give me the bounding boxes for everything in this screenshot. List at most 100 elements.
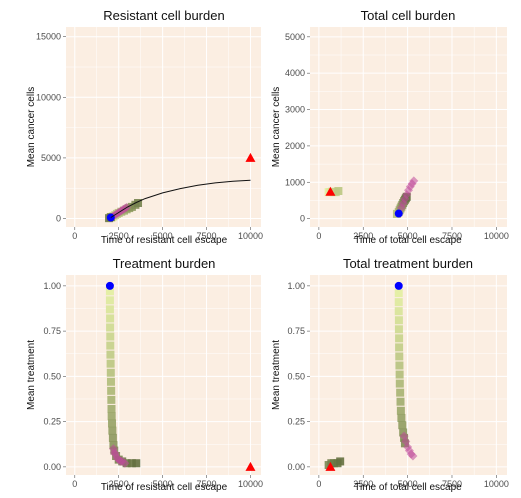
data-point-diamond <box>408 451 418 461</box>
data-point-square <box>395 343 404 352</box>
data-point-square <box>394 325 403 334</box>
data-point-square <box>395 370 404 379</box>
data-point-square <box>394 289 403 298</box>
data-point-square <box>106 323 115 332</box>
y-tick-label: 10000 <box>36 92 61 102</box>
data-point-square <box>107 404 116 413</box>
x-tick-label: 5000 <box>153 231 173 241</box>
data-point-circle <box>394 209 403 218</box>
data-point-square <box>106 368 115 377</box>
y-tick-label: 0.00 <box>287 462 305 472</box>
panel-title: Resistant cell burden <box>103 8 224 23</box>
y-tick-label: 2000 <box>285 141 305 151</box>
data-layer <box>324 176 419 218</box>
data-point-square <box>107 412 116 421</box>
data-point-square <box>107 386 116 395</box>
data-point-square <box>395 334 404 343</box>
y-tick-label: 0.50 <box>43 371 61 381</box>
chart-panel-3: 0 2500 5000 7500 10000 0.00 0.25 0.50 0.75 1.00 Tr… <box>26 256 263 493</box>
data-point-square <box>108 426 117 435</box>
chart-panel-1: 0 2500 5000 7500 10000 0 5000 10000 15000 Resista… <box>26 8 263 246</box>
data-point-circle <box>394 281 403 290</box>
data-point-square <box>394 298 403 307</box>
data-point-square <box>106 332 115 341</box>
data-point-square <box>105 305 114 314</box>
y-tick-label: 0 <box>300 214 305 224</box>
y-tick-label: 1000 <box>285 177 305 187</box>
data-point-square <box>399 428 408 437</box>
x-tick-label: 0 <box>72 479 77 489</box>
data-point-diamond <box>120 458 130 468</box>
x-tick-label: 0 <box>72 231 77 241</box>
y-axis-label: Mean treatment <box>26 340 37 410</box>
data-point-triangle <box>245 152 256 162</box>
y-tick-label: 5000 <box>41 153 61 163</box>
x-tick-label: 2500 <box>353 231 373 241</box>
y-axis-label: Mean cancer cells <box>271 87 282 168</box>
data-point-square <box>334 187 343 195</box>
data-point-square <box>395 379 404 388</box>
y-tick-label: 0.50 <box>287 371 305 381</box>
data-layer <box>324 281 418 471</box>
data-point-square <box>106 359 115 368</box>
x-tick-label: 10000 <box>484 479 509 489</box>
x-tick-label: 5000 <box>398 479 418 489</box>
x-tick-label: 0 <box>316 479 321 489</box>
x-tick-label: 7500 <box>442 231 462 241</box>
y-tick-label: 1.00 <box>287 281 305 291</box>
data-point-square <box>106 350 115 359</box>
y-tick-label: 0.00 <box>43 462 61 472</box>
x-tick-label: 2500 <box>109 231 129 241</box>
x-tick-label: 2500 <box>109 479 129 489</box>
y-tick-label: 1.00 <box>43 281 61 291</box>
data-point-square <box>395 352 404 361</box>
x-tick-label: 7500 <box>197 479 217 489</box>
chart-panel-2: 0 2500 5000 7500 10000010002000300040005000T… <box>271 8 509 246</box>
data-point-square <box>396 397 405 406</box>
x-tick-label: 5000 <box>398 231 418 241</box>
data-layer <box>105 152 256 223</box>
panel-title: Total cell burden <box>361 8 456 23</box>
data-point-square <box>132 459 141 468</box>
data-point-diamond <box>409 176 419 186</box>
y-tick-label: 4000 <box>285 68 305 78</box>
data-point-square <box>106 341 115 350</box>
x-tick-label: 7500 <box>442 479 462 489</box>
x-axis-label: Time of resistant cell escape <box>101 482 228 493</box>
plot-background <box>66 275 261 475</box>
data-point-square <box>395 361 404 370</box>
x-tick-label: 7500 <box>197 231 217 241</box>
data-point-circle <box>106 213 115 222</box>
x-tick-label: 10000 <box>238 231 263 241</box>
data-point-square <box>105 287 114 296</box>
x-tick-label: 5000 <box>153 479 173 489</box>
data-point-triangle <box>325 461 336 471</box>
data-point-square <box>105 296 114 305</box>
x-tick-label: 0 <box>316 231 321 241</box>
fit-curve <box>110 179 251 218</box>
x-tick-label: 2500 <box>353 479 373 489</box>
x-axis-label: Time of total cell escape <box>354 235 462 246</box>
data-point-square <box>396 388 405 397</box>
panel-title: Total treatment burden <box>343 256 473 271</box>
x-axis-label: Time of resistant cell escape <box>101 235 228 246</box>
data-point-square <box>336 457 345 466</box>
data-point-triangle <box>325 186 336 196</box>
x-axis-label: Time of total cell escape <box>354 482 462 493</box>
y-tick-label: 5000 <box>285 32 305 42</box>
y-tick-label: 0.75 <box>43 326 61 336</box>
y-tick-label: 15000 <box>36 32 61 42</box>
data-point-square <box>397 413 406 422</box>
data-point-square <box>134 199 143 207</box>
y-tick-label: 0.75 <box>287 326 305 336</box>
data-point-square <box>394 307 403 316</box>
data-point-square <box>108 433 117 442</box>
chart-panel-4: 0 2500 5000 7500 10000 0.00 0.25 0.50 0.75 1.00 To… <box>271 256 509 493</box>
data-point-square <box>108 419 117 428</box>
y-tick-label: 0.25 <box>287 417 305 427</box>
y-tick-label: 0 <box>56 214 61 224</box>
data-point-square <box>106 377 115 386</box>
plot-background <box>66 27 261 227</box>
x-tick-label: 10000 <box>484 231 509 241</box>
